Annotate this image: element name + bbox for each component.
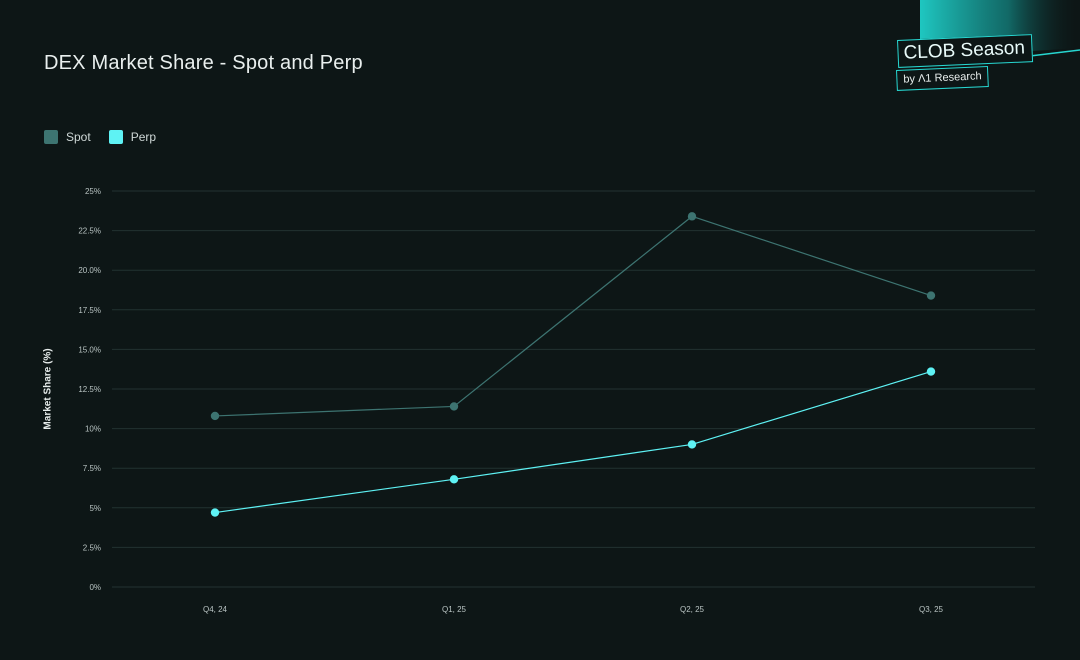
series-lines	[214, 215, 932, 514]
x-tick-label: Q3, 25	[919, 605, 944, 614]
x-tick-labels: Q4, 24 Q1, 25 Q2, 25 Q3, 25	[203, 605, 944, 614]
data-point-perp[interactable]	[449, 475, 459, 484]
y-tick-label: 0%	[89, 583, 101, 592]
data-point-spot[interactable]	[449, 402, 459, 411]
chart-title: DEX Market Share - Spot and Perp	[44, 52, 363, 74]
y-tick-label: 10%	[85, 425, 101, 434]
data-point-perp[interactable]	[926, 367, 936, 376]
y-tick-label: 22.5%	[78, 227, 101, 236]
data-points	[210, 212, 936, 517]
y-tick-label: 20.0%	[78, 266, 101, 275]
y-tick-label: 15.0%	[78, 345, 101, 354]
legend-item-perp[interactable]: Perp	[108, 130, 157, 144]
x-tick-label: Q2, 25	[680, 605, 705, 614]
y-tick-label: 2.5%	[83, 543, 101, 552]
legend-item-spot[interactable]: Spot	[44, 130, 91, 144]
legend-label-spot: Spot	[66, 130, 91, 144]
series-line-perp	[214, 371, 932, 514]
y-tick-label: 25%	[85, 187, 101, 196]
legend: Spot Perp	[44, 130, 156, 144]
legend-swatch-spot	[44, 130, 58, 144]
brand-title: CLOB Season	[903, 37, 1026, 64]
data-point-spot[interactable]	[687, 212, 697, 221]
data-point-perp[interactable]	[687, 440, 697, 449]
y-tick-label: 7.5%	[83, 464, 101, 473]
grid-lines	[112, 190, 1035, 588]
brand-subtitle: by Λ1 Research	[896, 65, 990, 91]
x-tick-label: Q4, 24	[203, 605, 228, 614]
legend-label-perp: Perp	[130, 130, 157, 144]
brand-title-box: CLOB Season	[897, 34, 1034, 68]
y-tick-labels: 0% 2.5% 5% 7.5% 10% 12.5% 15.0% 17.5% 20.0% 22.5%…	[78, 187, 101, 592]
data-point-perp[interactable]	[210, 508, 220, 517]
y-tick-label: 17.5%	[78, 306, 101, 315]
x-tick-label: Q1, 25	[442, 605, 467, 614]
y-tick-label: 12.5%	[78, 385, 101, 394]
data-point-spot[interactable]	[210, 411, 220, 421]
data-point-spot[interactable]	[926, 291, 936, 300]
series-line-spot	[214, 215, 932, 417]
y-tick-label: 5%	[89, 504, 101, 513]
legend-swatch-perp	[108, 130, 123, 144]
